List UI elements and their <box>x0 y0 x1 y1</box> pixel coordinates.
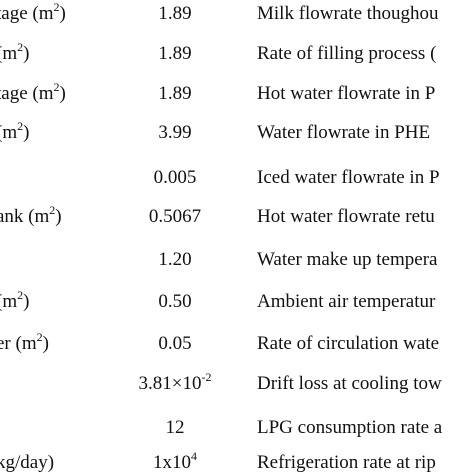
parameter-name: kg/day) <box>0 452 55 473</box>
parameter-value: 0.005 <box>153 167 197 188</box>
parameter-description: Milk flowrate thoughou <box>257 3 439 24</box>
parameter-description: Iced water flowrate in P <box>257 167 440 188</box>
table-row: 0.005 Iced water flowrate in P <box>0 168 474 194</box>
parameter-value: 1.89 <box>158 43 192 64</box>
parameter-name: (m2) <box>0 40 30 64</box>
parameter-description: Water flowrate in PHE <box>257 122 431 143</box>
parameter-description: Water make up tempera <box>257 249 438 270</box>
parameter-description: Ambient air temperatur <box>257 291 436 312</box>
parameter-description: Hot water flowrate retu <box>257 206 435 227</box>
parameter-value: 1.89 <box>158 3 192 24</box>
parameter-value: 3.99 <box>158 122 192 143</box>
parameter-description: Refrigeration rate at rip <box>257 452 436 473</box>
parameter-value: 0.50 <box>158 291 192 312</box>
table-row: er (m2) 0.05 Rate of circulation wate <box>0 330 474 360</box>
table-row: 1.20 Water make up tempera <box>0 250 474 276</box>
parameter-value: 0.5067 <box>148 206 202 227</box>
parameter-name: tage (m2) <box>0 0 66 24</box>
table-row: 12 LPG consumption rate a <box>0 418 474 444</box>
parameter-name: ank (m2) <box>0 203 62 227</box>
parameter-value: 12 <box>165 417 185 438</box>
parameter-value: 1.20 <box>158 249 192 270</box>
table-row: (m2) 0.50 Ambient air temperatur <box>0 288 474 318</box>
parameter-description: Drift loss at cooling tow <box>257 373 442 394</box>
table-row: (m2) 1.89 Rate of filling process ( <box>0 40 474 70</box>
table-row: ank (m2) 0.5067 Hot water flowrate retu <box>0 203 474 233</box>
table-row: tage (m2) 1.89 Milk flowrate thoughou <box>0 0 474 30</box>
parameter-name: (m2) <box>0 119 30 143</box>
parameter-description: Hot water flowrate in P <box>257 83 436 104</box>
table-row: (m2) 3.99 Water flowrate in PHE <box>0 119 474 149</box>
parameter-description: Rate of circulation wate <box>257 333 440 354</box>
parameter-name: (m2) <box>0 288 30 312</box>
table-row: 3.81×10-2 Drift loss at cooling tow <box>0 370 474 400</box>
parameter-value: 1x104 <box>153 449 197 473</box>
parameter-description: Rate of filling process ( <box>257 43 437 64</box>
parameter-value: 1.89 <box>158 83 192 104</box>
parameter-description: LPG consumption rate a <box>257 417 443 438</box>
parameter-name: tage (m2) <box>0 80 66 104</box>
table-row: kg/day) 1x104 Refrigeration rate at rip <box>0 449 474 474</box>
parameter-value: 0.05 <box>158 333 192 354</box>
parameter-value: 3.81×10-2 <box>138 370 212 394</box>
table-row: tage (m2) 1.89 Hot water flowrate in P <box>0 80 474 110</box>
parameter-name: er (m2) <box>0 330 49 354</box>
